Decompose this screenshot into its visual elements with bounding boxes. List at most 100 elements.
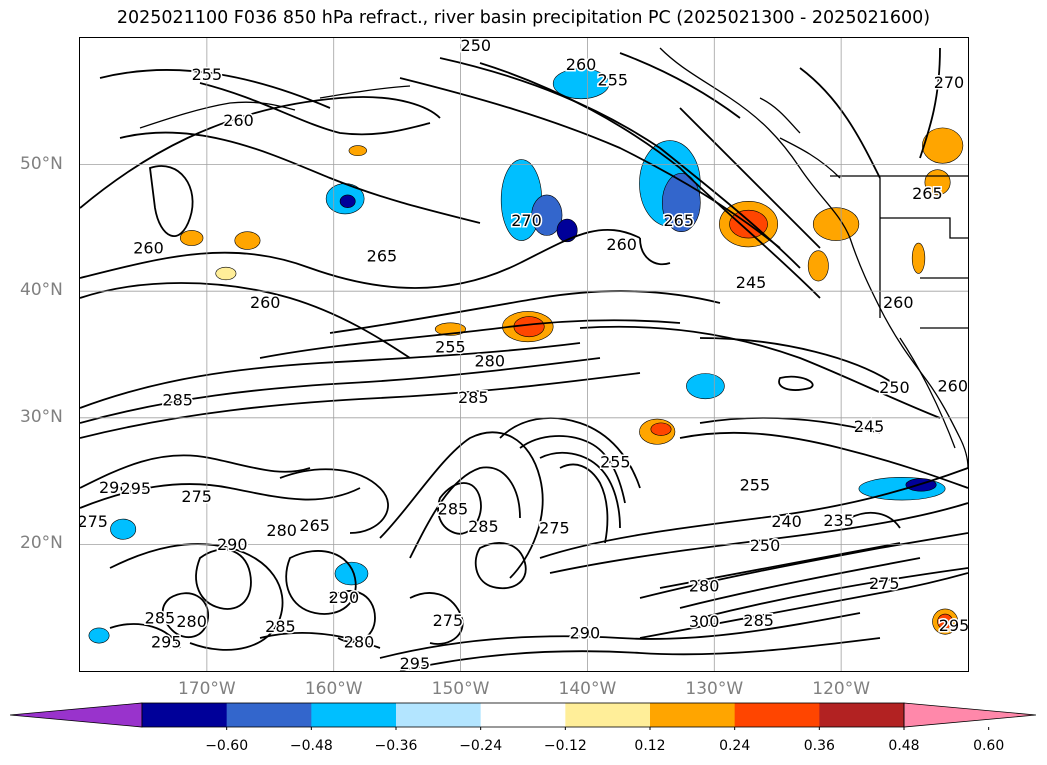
- contour-label: 255: [435, 337, 466, 356]
- chart-title: 2025021100 F036 850 hPa refract., river …: [116, 8, 931, 28]
- contour-label: 280: [176, 612, 207, 631]
- longitude-tick-label: 150°W: [431, 679, 490, 699]
- contour-label: 275: [539, 518, 570, 537]
- colorbar-extend-min: [10, 702, 143, 728]
- latitude-tick-label: 20°N: [20, 533, 63, 554]
- contour-label: 250: [750, 536, 781, 555]
- longitude-tick-label: 130°W: [685, 679, 744, 699]
- contour-label: 260: [133, 239, 164, 258]
- contour-label: 255: [192, 65, 223, 84]
- contour-label: 280: [266, 521, 297, 540]
- contour-label: 260: [223, 111, 254, 130]
- shaded-region: [215, 266, 237, 281]
- shaded-region: [531, 194, 563, 236]
- contour-label: 260: [566, 55, 597, 74]
- contour-label: 295: [400, 654, 431, 671]
- contour-label: 295: [151, 632, 182, 651]
- longitude-tick-label: 160°W: [304, 679, 363, 699]
- colorbar-segment: [396, 703, 482, 727]
- shaded-region: [922, 127, 964, 164]
- colorbar-tick-label: 0.24: [719, 738, 751, 754]
- contour-label: 270: [511, 211, 542, 230]
- contour-label: 290: [570, 624, 601, 643]
- contour-label: 245: [736, 273, 767, 292]
- map-plot-area: 255 260 260 255 250 270 265 260 265 270 265 260 245 2…: [79, 37, 969, 672]
- colorbar-segment: [480, 703, 566, 727]
- contour-label: 285: [468, 517, 499, 536]
- contour-label: 280: [474, 351, 505, 370]
- shaded-region: [179, 230, 204, 246]
- contour-label: 265: [367, 246, 398, 265]
- latitude-tick-label: 30°N: [20, 406, 63, 427]
- shaded-region: [911, 242, 926, 274]
- longitude-tick-label: 170°W: [177, 679, 236, 699]
- contour-label: 255: [598, 70, 629, 89]
- shaded-region: [339, 194, 356, 208]
- contour-label: 265: [912, 184, 943, 203]
- contour-label: 250: [461, 38, 492, 55]
- colorbar-tick-label: −0.48: [289, 738, 333, 754]
- coastline-layer: [139, 47, 968, 469]
- colorbar-extend-max: [903, 702, 1036, 728]
- colorbar-tick-label: −0.24: [459, 738, 503, 754]
- colorbar-segment: [565, 703, 651, 727]
- contour-label: 290: [99, 478, 130, 497]
- contour-label: 260: [883, 293, 914, 312]
- contour-label: 285: [458, 388, 489, 407]
- contour-label: 260: [938, 377, 968, 396]
- colorbar: [10, 702, 1036, 730]
- colorbar-segment: [734, 703, 820, 727]
- colorbar-segment: [819, 703, 905, 727]
- contour-label: 285: [265, 617, 296, 636]
- shaded-region: [513, 316, 545, 338]
- contour-label: 275: [80, 512, 108, 531]
- contour-label: 240: [771, 512, 802, 531]
- colorbar-tick-label: −0.60: [205, 738, 249, 754]
- colorbar-segment: [311, 703, 397, 727]
- shaded-region: [937, 613, 954, 630]
- contour-label: 255: [740, 475, 771, 494]
- colorbar-segment: [142, 703, 228, 727]
- graticule-grid: [80, 38, 968, 671]
- contour-label: 285: [438, 499, 469, 518]
- contour-label: 260: [606, 235, 637, 254]
- colorbar-tick-label: 0.36: [803, 738, 835, 754]
- refractivity-contours: [80, 47, 968, 671]
- colorbar-segment: [650, 703, 736, 727]
- contour-label: 285: [145, 608, 176, 627]
- contour-label: 280: [344, 632, 375, 651]
- contour-label: 265: [299, 516, 330, 535]
- contour-label: 270: [934, 73, 965, 92]
- contour-label: 245: [854, 417, 885, 436]
- contour-label: 275: [433, 611, 464, 630]
- contour-label: 295: [939, 616, 968, 635]
- colorbar-tick-label: 0.60: [973, 738, 1005, 754]
- shaded-region: [661, 173, 701, 232]
- shaded-region: [812, 207, 860, 241]
- shaded-region: [88, 627, 110, 644]
- shaded-region: [650, 422, 672, 436]
- shaded-region: [552, 68, 610, 100]
- colorbar-tick-label: −0.12: [543, 738, 587, 754]
- shaded-region: [686, 373, 725, 400]
- precipitation-shading-layer: [88, 68, 964, 644]
- contour-label: 235: [823, 511, 854, 530]
- shaded-region: [807, 250, 829, 282]
- contour-label: 250: [879, 378, 910, 397]
- colorbar-outline: [141, 702, 905, 728]
- latitude-tick-label: 40°N: [20, 280, 63, 301]
- contour-label: 300: [689, 612, 720, 631]
- shaded-region: [234, 231, 261, 250]
- colorbar-tick-label: −0.36: [374, 738, 418, 754]
- contour-label: 255: [600, 453, 631, 472]
- contour-label: 280: [689, 577, 720, 596]
- longitude-tick-label: 140°W: [558, 679, 617, 699]
- shaded-region: [110, 518, 137, 540]
- latitude-tick-label: 50°N: [20, 153, 63, 174]
- shaded-region: [348, 145, 367, 157]
- longitude-tick-label: 120°W: [812, 679, 871, 699]
- shaded-region: [556, 218, 578, 243]
- contour-label: 265: [663, 211, 694, 230]
